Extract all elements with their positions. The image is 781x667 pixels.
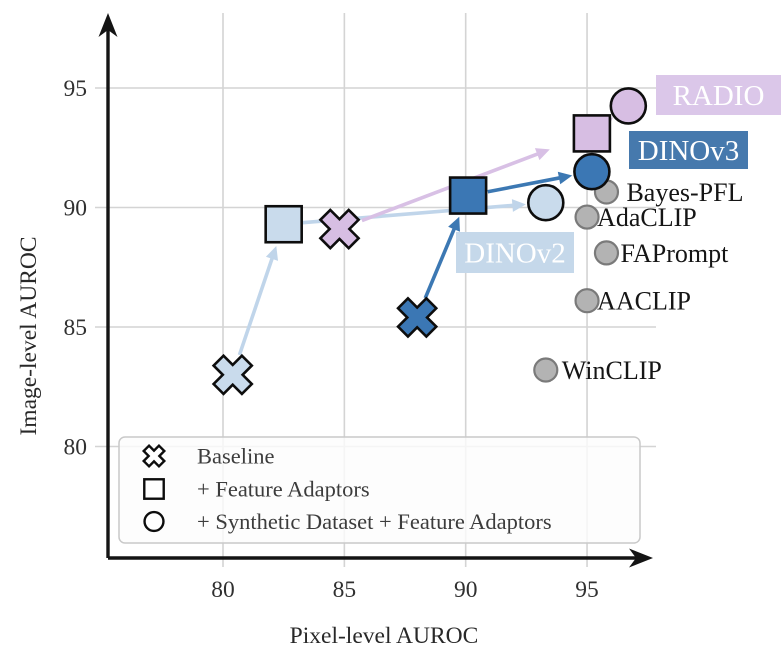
marker-dinov3-circle: [573, 152, 611, 191]
baseline-label-adaclip: AdaCLIP: [597, 203, 697, 232]
arrow-dinov2-1-head: [265, 246, 279, 261]
arrow-dinov3-2-shaft: [487, 175, 563, 194]
series-label-dinov3-text: DINOv3: [638, 135, 740, 167]
arrow-dinov3-1-shaft: [423, 225, 457, 299]
y-tick-label-95: 95: [64, 76, 88, 102]
series-label-dinov2-text: DINOv2: [464, 238, 566, 270]
legend: Baseline + Feature Adaptors + Synthetic Da…: [118, 436, 641, 544]
series-label-radio-bg: [656, 75, 781, 115]
tick-labels: 80 85 90 95 80 85 90 95: [64, 76, 599, 603]
baseline-label-faprompt: FAPrompt: [620, 239, 729, 268]
legend-item-1-marker: [141, 443, 167, 469]
baseline-point-winclip: [533, 357, 559, 383]
marker-dinov2-x: [211, 353, 254, 396]
x-tick-label-80: 80: [211, 577, 235, 603]
baseline-label-winclip: WinCLIP: [562, 356, 662, 385]
legend-box: [118, 436, 641, 544]
baseline-label-bayes-pfl: Bayes-PFL: [626, 178, 743, 207]
marker-dinov2-circle: [526, 183, 565, 222]
marker-dinov3-x: [396, 296, 439, 339]
x-axis-arrowhead: [629, 548, 653, 568]
marker-dinov3-square: [448, 176, 488, 215]
legend-item-2-label: + Feature Adaptors: [197, 477, 370, 502]
series-labels: DINOv2 RADIO DINOv3: [456, 75, 781, 273]
baseline-point-aaclip: [574, 288, 600, 314]
x-tick-label-95: 95: [575, 577, 599, 603]
marker-dinov2-square: [264, 204, 303, 244]
y-axis-label: Image-level AUROC: [16, 236, 42, 435]
baseline-label-aaclip: AACLIP: [597, 287, 691, 316]
series-label-radio-text: RADIO: [673, 80, 765, 112]
y-axis-arrowhead: [98, 13, 118, 37]
marker-radio-circle: [609, 87, 648, 125]
baseline-point-faprompt: [593, 240, 620, 266]
legend-item-3-label: + Synthetic Dataset + Feature Adaptors: [197, 509, 552, 534]
y-tick-label-80: 80: [64, 435, 88, 461]
series-label-dinov3-bg: [629, 131, 748, 169]
baseline-point-adaclip: [574, 204, 600, 230]
arrow-dinov3-1-head: [448, 216, 460, 232]
y-tick-label-85: 85: [64, 315, 88, 341]
x-axis-label: Pixel-level AUROC: [290, 623, 479, 649]
x-tick-label-90: 90: [454, 577, 478, 603]
x-tick-label-85: 85: [333, 577, 357, 603]
legend-item-3-marker: [143, 510, 165, 533]
arrow-dinov2-2-head: [511, 199, 526, 212]
legend-item-1-label: Baseline: [197, 444, 274, 469]
legend-item-2-marker: [143, 478, 165, 500]
arrow-dinov3-2-head: [557, 171, 573, 185]
arrow-dinov2-1-shaft: [237, 255, 275, 356]
series-markers: [211, 87, 648, 396]
series-label-dinov2-bg: [456, 232, 574, 273]
marker-radio-x: [318, 208, 361, 250]
arrow-radio-1-head: [534, 148, 550, 161]
axes: [98, 13, 653, 568]
y-tick-label-90: 90: [64, 196, 88, 222]
marker-radio-square: [572, 114, 612, 153]
